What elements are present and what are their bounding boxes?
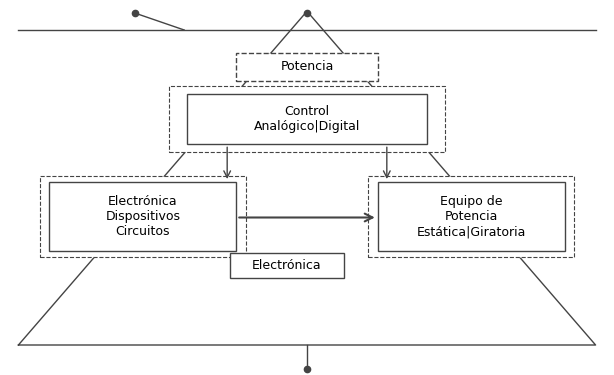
Text: Electrónica: Electrónica <box>252 259 322 272</box>
Bar <box>230 253 344 278</box>
Bar <box>40 176 246 257</box>
Bar <box>236 53 378 81</box>
Text: Equipo de
Potencia
Estática|Giratoria: Equipo de Potencia Estática|Giratoria <box>416 195 526 238</box>
Bar <box>368 176 574 257</box>
Bar <box>49 182 236 251</box>
Text: Control
Analógico|Digital: Control Analógico|Digital <box>254 105 360 133</box>
Text: Potencia: Potencia <box>281 60 333 73</box>
Bar <box>187 94 427 144</box>
Bar <box>169 86 445 152</box>
Text: Electrónica
Dispositivos
Circuitos: Electrónica Dispositivos Circuitos <box>105 195 181 238</box>
Bar <box>378 182 565 251</box>
